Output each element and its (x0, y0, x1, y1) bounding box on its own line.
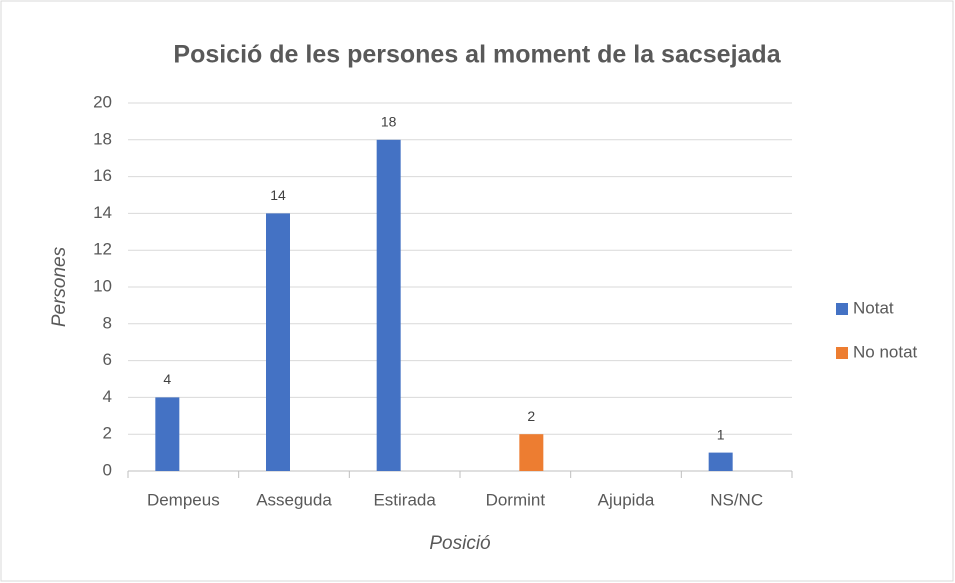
y-tick-label: 0 (103, 460, 112, 479)
data-label: 4 (163, 371, 171, 387)
y-tick-label: 16 (93, 166, 112, 185)
y-tick-label: 8 (103, 313, 112, 332)
bar (155, 397, 180, 471)
legend-label: Notat (853, 298, 894, 317)
bar (519, 434, 544, 471)
bar (376, 139, 401, 472)
y-axis-label: Persones (49, 246, 70, 327)
x-tick-label: Ajupida (598, 490, 655, 509)
legend-swatch (836, 347, 848, 359)
y-tick-label: 6 (103, 350, 112, 369)
bar (266, 213, 290, 471)
legend-label: No notat (853, 342, 918, 361)
chart-title: Posició de les persones al moment de la … (173, 41, 781, 69)
x-axis-label: Posició (429, 533, 491, 554)
y-tick-label: 12 (93, 240, 112, 259)
y-tick-label: 18 (93, 129, 112, 148)
x-tick-label: Dempeus (147, 490, 220, 509)
y-tick-label: 20 (93, 92, 112, 111)
data-label: 1 (717, 426, 725, 442)
data-label: 14 (270, 187, 286, 203)
data-label: 18 (381, 114, 397, 130)
bar (708, 452, 733, 471)
legend-swatch (836, 303, 848, 315)
y-tick-label: 10 (93, 276, 112, 295)
x-tick-label: NS/NC (710, 490, 763, 509)
x-tick-label: Dormint (486, 490, 546, 509)
x-tick-label: Asseguda (256, 490, 332, 509)
y-tick-label: 4 (103, 387, 112, 406)
x-tick-label: Estirada (373, 490, 436, 509)
y-tick-label: 2 (103, 424, 112, 443)
y-tick-label: 14 (93, 203, 112, 222)
data-label: 2 (527, 408, 535, 424)
